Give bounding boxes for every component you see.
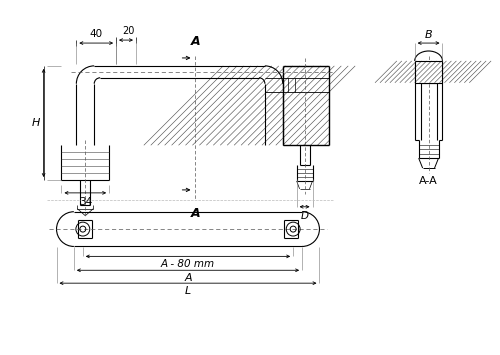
Bar	[414, 61, 442, 83]
Text: 34: 34	[78, 197, 92, 207]
Text: H: H	[32, 118, 40, 128]
Bar	[414, 61, 442, 83]
Text: 40: 40	[90, 29, 103, 39]
Text: A-A: A-A	[419, 176, 438, 186]
Text: B: B	[425, 30, 432, 40]
Text: A - 80 mm: A - 80 mm	[161, 260, 215, 269]
Text: A: A	[190, 207, 200, 220]
Bar	[282, 66, 330, 145]
Text: A: A	[184, 273, 192, 283]
Text: 20: 20	[122, 26, 134, 36]
Bar	[282, 66, 330, 145]
Text: L: L	[185, 286, 191, 296]
Text: A: A	[190, 35, 200, 48]
Text: D: D	[300, 211, 308, 221]
